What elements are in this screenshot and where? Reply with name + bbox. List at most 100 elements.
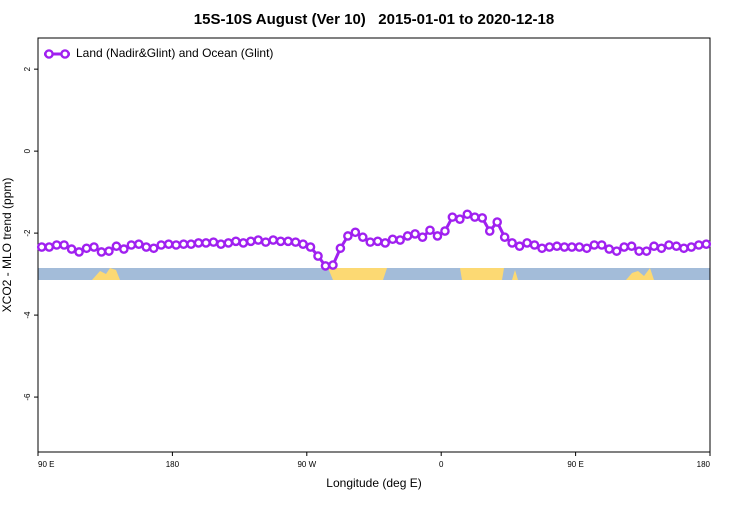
point <box>343 231 353 241</box>
point <box>298 239 308 249</box>
x-tick-label: 90 E <box>567 460 583 469</box>
point <box>694 240 704 250</box>
y-axis-label: XCO2 - MLO trend (ppm) <box>0 178 14 313</box>
point <box>537 243 547 254</box>
point <box>634 246 644 256</box>
point <box>380 238 391 248</box>
land-patch <box>328 268 387 280</box>
x-tick-label: 90 E <box>38 460 54 469</box>
point <box>260 237 271 247</box>
land-patch <box>92 268 120 280</box>
point <box>477 213 488 223</box>
point <box>469 212 480 222</box>
point <box>410 229 420 239</box>
point <box>372 236 383 247</box>
point <box>387 234 398 245</box>
point <box>223 238 234 248</box>
point <box>231 236 241 247</box>
point <box>59 240 69 250</box>
point <box>671 241 682 252</box>
x-axis-label: Longitude (deg E) <box>326 476 421 490</box>
point <box>559 242 570 252</box>
point <box>156 240 166 250</box>
point <box>679 243 689 254</box>
legend-label: Land (Nadir&Glint) and Ocean (Glint) <box>76 46 273 60</box>
point <box>283 236 293 247</box>
point <box>111 241 122 252</box>
point <box>119 244 129 254</box>
point <box>686 242 697 252</box>
point <box>133 239 144 249</box>
y-tick-label: -4 <box>23 311 32 319</box>
point <box>141 242 152 252</box>
point <box>664 240 674 250</box>
point <box>611 246 622 256</box>
x-tick-label: 0 <box>439 460 444 469</box>
y-tick-label: 2 <box>23 66 32 71</box>
point <box>649 241 659 252</box>
point <box>290 237 301 247</box>
point <box>104 246 114 256</box>
land-patch <box>460 268 504 280</box>
point <box>96 247 107 257</box>
point <box>656 243 667 254</box>
point <box>201 238 211 248</box>
point <box>507 238 517 248</box>
x-tick-label: 180 <box>166 460 180 469</box>
point <box>89 242 99 252</box>
point <box>484 226 495 236</box>
point <box>604 244 615 254</box>
point <box>582 243 592 254</box>
point <box>178 239 189 249</box>
point <box>596 240 607 250</box>
point <box>619 242 629 252</box>
point <box>66 244 77 254</box>
point <box>275 236 286 247</box>
point <box>641 246 652 256</box>
point <box>574 242 585 252</box>
point <box>522 238 532 248</box>
point <box>432 231 443 241</box>
point <box>514 241 525 252</box>
point <box>365 237 376 247</box>
land-patch <box>626 268 654 280</box>
point <box>245 236 256 247</box>
point <box>74 247 84 257</box>
point <box>529 240 540 250</box>
legend-marker <box>44 49 54 59</box>
point <box>589 240 600 250</box>
point <box>208 237 219 247</box>
point <box>313 251 323 261</box>
point <box>567 242 577 252</box>
y-tick-label: 0 <box>23 148 32 153</box>
point <box>395 235 405 245</box>
point <box>335 243 346 254</box>
point <box>417 232 428 243</box>
point <box>626 241 637 252</box>
x-tick-label: 180 <box>697 460 711 469</box>
point <box>36 242 47 252</box>
point <box>447 212 458 222</box>
map-strip <box>38 268 710 280</box>
point <box>320 261 331 271</box>
point <box>51 240 62 250</box>
point <box>305 242 316 252</box>
point <box>499 232 510 243</box>
point <box>492 217 503 227</box>
point <box>328 260 338 270</box>
point <box>462 209 473 220</box>
point <box>81 243 92 254</box>
y-tick-label: -2 <box>23 229 32 237</box>
point <box>253 235 264 245</box>
land-patch <box>512 270 518 280</box>
chart-title: 15S-10S August (Ver 10) 2015-01-01 to 20… <box>194 11 554 28</box>
point <box>455 214 465 224</box>
point <box>216 239 226 249</box>
point <box>148 243 159 254</box>
point <box>402 231 413 241</box>
point <box>552 241 562 252</box>
y-tick-label: -6 <box>23 393 32 401</box>
x-tick-label: 90 W <box>297 460 316 469</box>
point <box>126 240 137 250</box>
